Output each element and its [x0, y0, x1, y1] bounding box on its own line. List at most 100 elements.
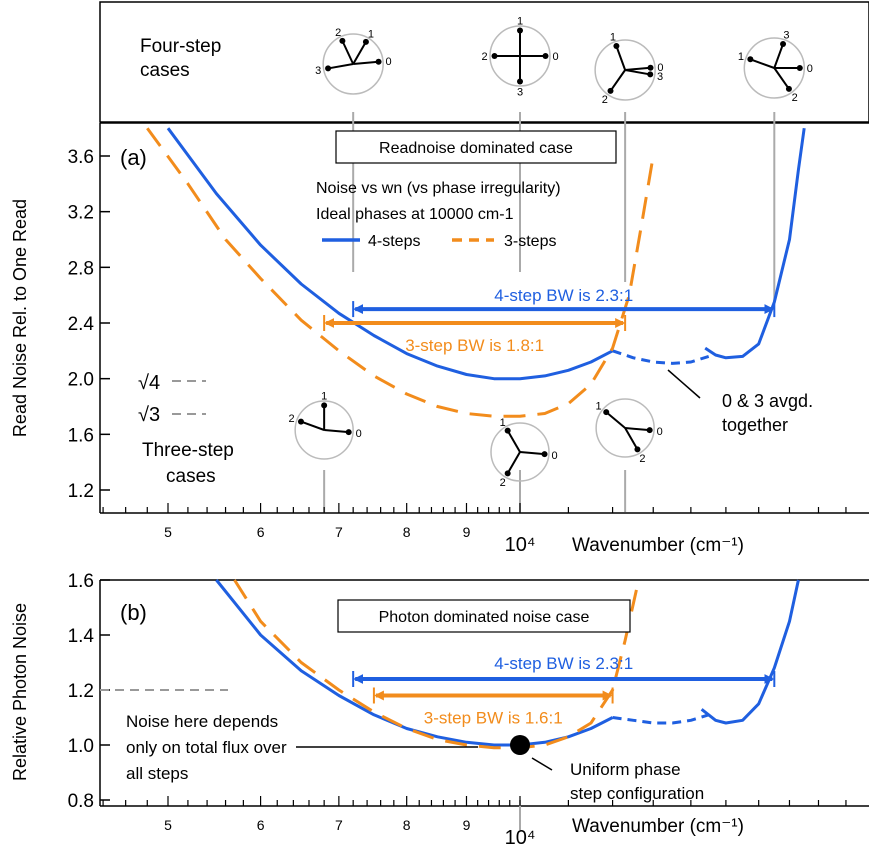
phasor-label: 1: [610, 32, 616, 44]
avg-note-pointer: [667, 369, 701, 399]
phasor-dot: [504, 427, 511, 434]
series-4-steps: [704, 127, 806, 360]
three-step-phasors: 1 2 0 1 0 2 1 0 2: [289, 390, 663, 489]
phasor-dot: [297, 418, 304, 425]
panel-a-subtitle-line2: Ideal phases at 10000 cm-1: [316, 206, 514, 223]
phasor-dot: [785, 85, 792, 92]
x-tick-label: 6: [257, 524, 265, 540]
x-tick-label: 10⁴: [505, 827, 536, 849]
series-3-steps: [146, 127, 655, 418]
phasor-circle: [595, 398, 655, 458]
phasor-spoke: [353, 60, 379, 65]
phasor-circle: [490, 422, 550, 482]
series-4-steps: [700, 579, 800, 725]
y-tick-label: 0.8: [68, 791, 94, 812]
phasor-spoke: [605, 411, 626, 429]
x-tick-label: 9: [463, 817, 471, 833]
three-step-label-line1: Three-step: [142, 440, 234, 461]
phasor-spoke: [625, 66, 651, 71]
panel-b-note-line2: only on total flux over: [126, 738, 287, 757]
phasor-label: 2: [289, 413, 295, 425]
phasor-dot: [613, 43, 620, 50]
y-tick-label: 1.6: [68, 571, 94, 592]
phasor-label: 2: [335, 27, 341, 39]
panel-a-ylabel: Read Noise Rel. to One Read: [10, 199, 30, 437]
phasor-spoke: [624, 69, 651, 76]
phasor-label: 2: [792, 92, 798, 104]
phasor-label: 2: [500, 477, 506, 489]
panel-a-label: (a): [120, 145, 147, 170]
legend-4step-label: 4-steps: [368, 233, 420, 250]
x-tick-label: 7: [335, 524, 343, 540]
phasor-dot: [517, 27, 523, 34]
y-tick-label: 1.4: [68, 626, 95, 647]
phasor-spoke: [341, 40, 355, 65]
phasor-dot: [647, 71, 654, 78]
x-tick-label: 7: [335, 817, 343, 833]
panel-b-xlabel: Wavenumber (cm⁻¹): [572, 816, 744, 837]
phasor-label: 2: [639, 453, 645, 465]
x-tick-label: 9: [463, 524, 471, 540]
y-tick-label: 1.2: [68, 681, 94, 702]
phasor-label: 3: [517, 87, 523, 99]
y-tick-label: 2.4: [68, 314, 95, 335]
phasor-dot: [339, 37, 346, 44]
panel-a-subtitle-line1: Noise vs wn (vs phase irregularity): [316, 180, 561, 197]
phasor-spoke: [625, 427, 650, 432]
phasor-label: 0: [657, 62, 663, 74]
phasor-circle: [489, 25, 551, 87]
avg-note-line2: together: [722, 415, 788, 435]
phasor-dot: [345, 429, 352, 436]
panel-a-bw3-label: 3-step BW is 1.8:1: [405, 336, 544, 355]
phasor-dot: [504, 470, 511, 477]
x-tick-label: 8: [403, 817, 411, 833]
y-tick-label: 2.0: [68, 370, 94, 391]
phasor-label: 0: [657, 426, 663, 438]
phasor-dot: [517, 78, 523, 85]
uniform-line2: step configuration: [570, 784, 704, 803]
x-tick-label: 5: [164, 524, 172, 540]
avg-note-line1: 0 & 3 avgd.: [722, 391, 813, 411]
phasor-spoke: [324, 429, 349, 434]
panel-a-xlabel: Wavenumber (cm⁻¹): [572, 535, 744, 556]
phasor-label: 0: [552, 51, 558, 63]
panel-b-y-ticks: 0.8 1.0 1.2 1.4 1.6: [68, 571, 110, 812]
series-3-steps: [233, 579, 639, 750]
phasor-dot: [796, 65, 803, 71]
phasor-spoke: [615, 45, 627, 71]
phasor-spoke: [506, 430, 521, 453]
panel-b-bw3-label: 3-step BW is 1.6:1: [424, 709, 563, 728]
phasor-dot: [634, 446, 641, 453]
x-tick-label: 5: [164, 817, 172, 833]
panel-a-bw4-label: 4-step BW is 2.3:1: [494, 286, 633, 305]
panel-b-bandwidth-arrows: [352, 671, 776, 704]
phasor-dot: [541, 451, 548, 458]
phasor-label: 3: [315, 65, 321, 77]
panel-b-curves: [215, 579, 800, 755]
phasor-label: 2: [602, 94, 608, 106]
phasor-spoke: [519, 451, 545, 456]
x-tick-label: 6: [257, 817, 265, 833]
phasor-spoke: [609, 69, 626, 92]
phasor-label: 3: [783, 30, 789, 42]
phasor-dot: [491, 53, 498, 59]
panel-b: 0.8 1.0 1.2 1.4 1.6 5 6 7 8 9 10⁴ 4-step BW is 2.…: [10, 571, 869, 849]
phasor-spoke: [773, 67, 790, 90]
ref-sqrt3-label: √3: [138, 404, 160, 426]
photon-box-text: Photon dominated noise case: [379, 609, 590, 626]
three-step-label-line2: cases: [166, 466, 216, 487]
phasor-spoke: [327, 63, 354, 70]
phasor-dot: [747, 56, 754, 63]
phasor-circle: [594, 39, 656, 101]
phasor-dot: [647, 64, 654, 71]
y-tick-label: 1.0: [68, 736, 94, 757]
panel-b-note-line3: all steps: [126, 764, 188, 783]
phasor-label: 1: [500, 417, 506, 429]
readnoise-box-text: Readnoise dominated case: [379, 140, 573, 157]
phasor-dot: [325, 65, 332, 72]
phasor-label: 1: [517, 16, 523, 28]
phasor-label: 1: [321, 390, 327, 402]
uniform-phase-point: [510, 735, 530, 755]
